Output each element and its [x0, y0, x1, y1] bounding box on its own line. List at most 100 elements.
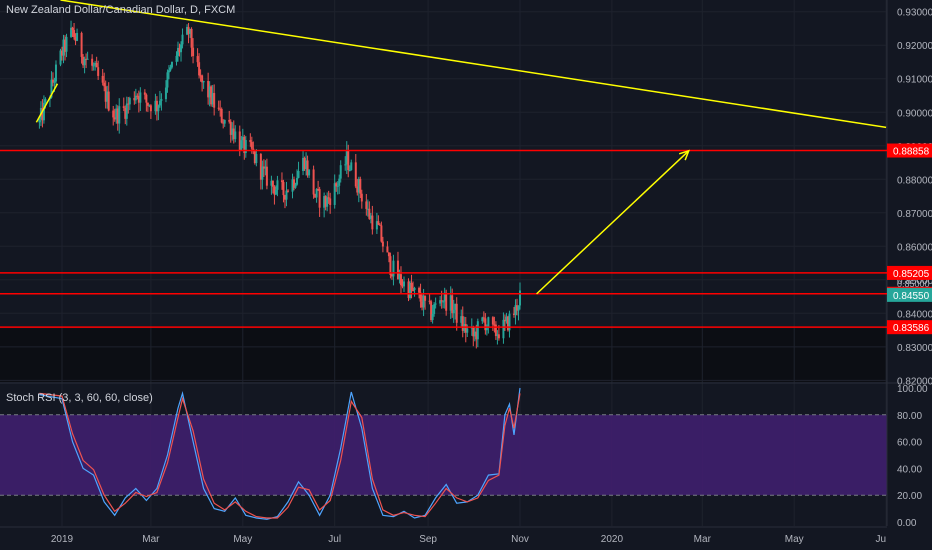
candle-body [62, 39, 65, 56]
candle-body [439, 300, 442, 304]
level-price-tag [887, 320, 932, 335]
y-tick-label: 0.93000 [897, 8, 932, 19]
candle-body [198, 62, 201, 76]
candle-body [390, 274, 393, 277]
candle-body [124, 108, 127, 119]
candle-body [326, 197, 329, 207]
candle-body [460, 316, 463, 323]
candle-body [496, 334, 499, 337]
candle-body [387, 252, 390, 257]
candle-body [264, 166, 267, 169]
candle-body [276, 180, 279, 190]
candle-body [222, 122, 225, 124]
candle-body [175, 55, 178, 62]
candle-body [262, 166, 265, 169]
candle-body [422, 295, 425, 308]
candle-body [238, 131, 241, 151]
candle-body [389, 256, 392, 275]
candle-body [86, 58, 89, 60]
candle-body [327, 197, 330, 199]
candle-body [323, 196, 326, 208]
candle-body [202, 80, 205, 83]
candle-body [506, 316, 509, 331]
candle-body [473, 331, 476, 337]
candle-body [82, 56, 85, 66]
candle-body [241, 136, 244, 141]
osc-tick-label: 20.00 [897, 491, 922, 502]
candle-body [170, 61, 173, 68]
candle-body [455, 303, 458, 323]
osc-tick-label: 40.00 [897, 464, 922, 475]
candle-body [282, 182, 285, 196]
candle-body [50, 79, 53, 98]
candle-body [211, 93, 214, 105]
candle-body [293, 179, 296, 188]
candle-body [357, 178, 360, 193]
candle-body [296, 177, 299, 185]
candle-body [146, 102, 149, 106]
candle-body [345, 150, 348, 165]
candle-body [249, 140, 252, 143]
x-tick-label: May [233, 534, 252, 545]
candle-body [91, 58, 94, 66]
candle-body [399, 274, 402, 286]
candle-body [294, 184, 297, 188]
candle-body [207, 80, 210, 98]
y-tick-label: 0.88000 [897, 175, 932, 186]
candle-body [143, 92, 146, 95]
candle-body [231, 128, 234, 135]
candle-body [133, 98, 136, 101]
candle-body [44, 99, 47, 103]
candle-body [344, 164, 347, 166]
candle-body [481, 317, 484, 322]
candle-body [286, 190, 289, 192]
candle-body [366, 208, 369, 210]
candle-body [297, 170, 300, 178]
x-tick-label: Nov [511, 534, 529, 545]
candle-body [54, 64, 57, 82]
candle-body [378, 224, 381, 226]
candle-body [274, 189, 277, 195]
candle-body [85, 58, 88, 60]
candle-body [118, 106, 121, 124]
candle-body [192, 47, 195, 57]
candle-body [136, 95, 139, 97]
candle-body [338, 178, 341, 186]
candle-body [375, 221, 378, 230]
candle-body [178, 47, 181, 53]
candle-body [514, 305, 517, 316]
candle-body [240, 140, 243, 151]
candle-body [402, 281, 405, 287]
candle-body [315, 188, 318, 198]
candle-body [285, 190, 288, 200]
candle-body [76, 32, 79, 41]
candle-body [360, 193, 363, 202]
candle-body [134, 95, 137, 101]
candle-body [220, 108, 223, 123]
level-price-label: 0.88858 [893, 147, 930, 158]
candle-body [412, 289, 415, 291]
y-tick-label: 0.87000 [897, 209, 932, 220]
x-tick-label: 2020 [601, 534, 624, 545]
x-tick-label: Jul [328, 534, 341, 545]
candles-group [38, 20, 521, 349]
x-tick-label: May [785, 534, 804, 545]
osc-tick-label: 0.00 [897, 518, 917, 529]
candle-body [38, 119, 41, 123]
x-tick-label: Ju [876, 534, 887, 545]
candle-body [451, 295, 454, 314]
candle-body [41, 108, 44, 121]
candle-body [228, 120, 231, 122]
candle-body [169, 67, 172, 71]
candle-body [223, 120, 226, 124]
candle-body [97, 67, 100, 76]
y-tick-label: 0.85000 [897, 276, 932, 287]
candle-body [398, 274, 401, 280]
last-price-tag [887, 287, 932, 302]
candle-body [213, 93, 216, 108]
candle-body [502, 319, 505, 339]
candle-body [128, 98, 131, 105]
candle-body [380, 225, 383, 242]
candle-body [190, 28, 193, 48]
